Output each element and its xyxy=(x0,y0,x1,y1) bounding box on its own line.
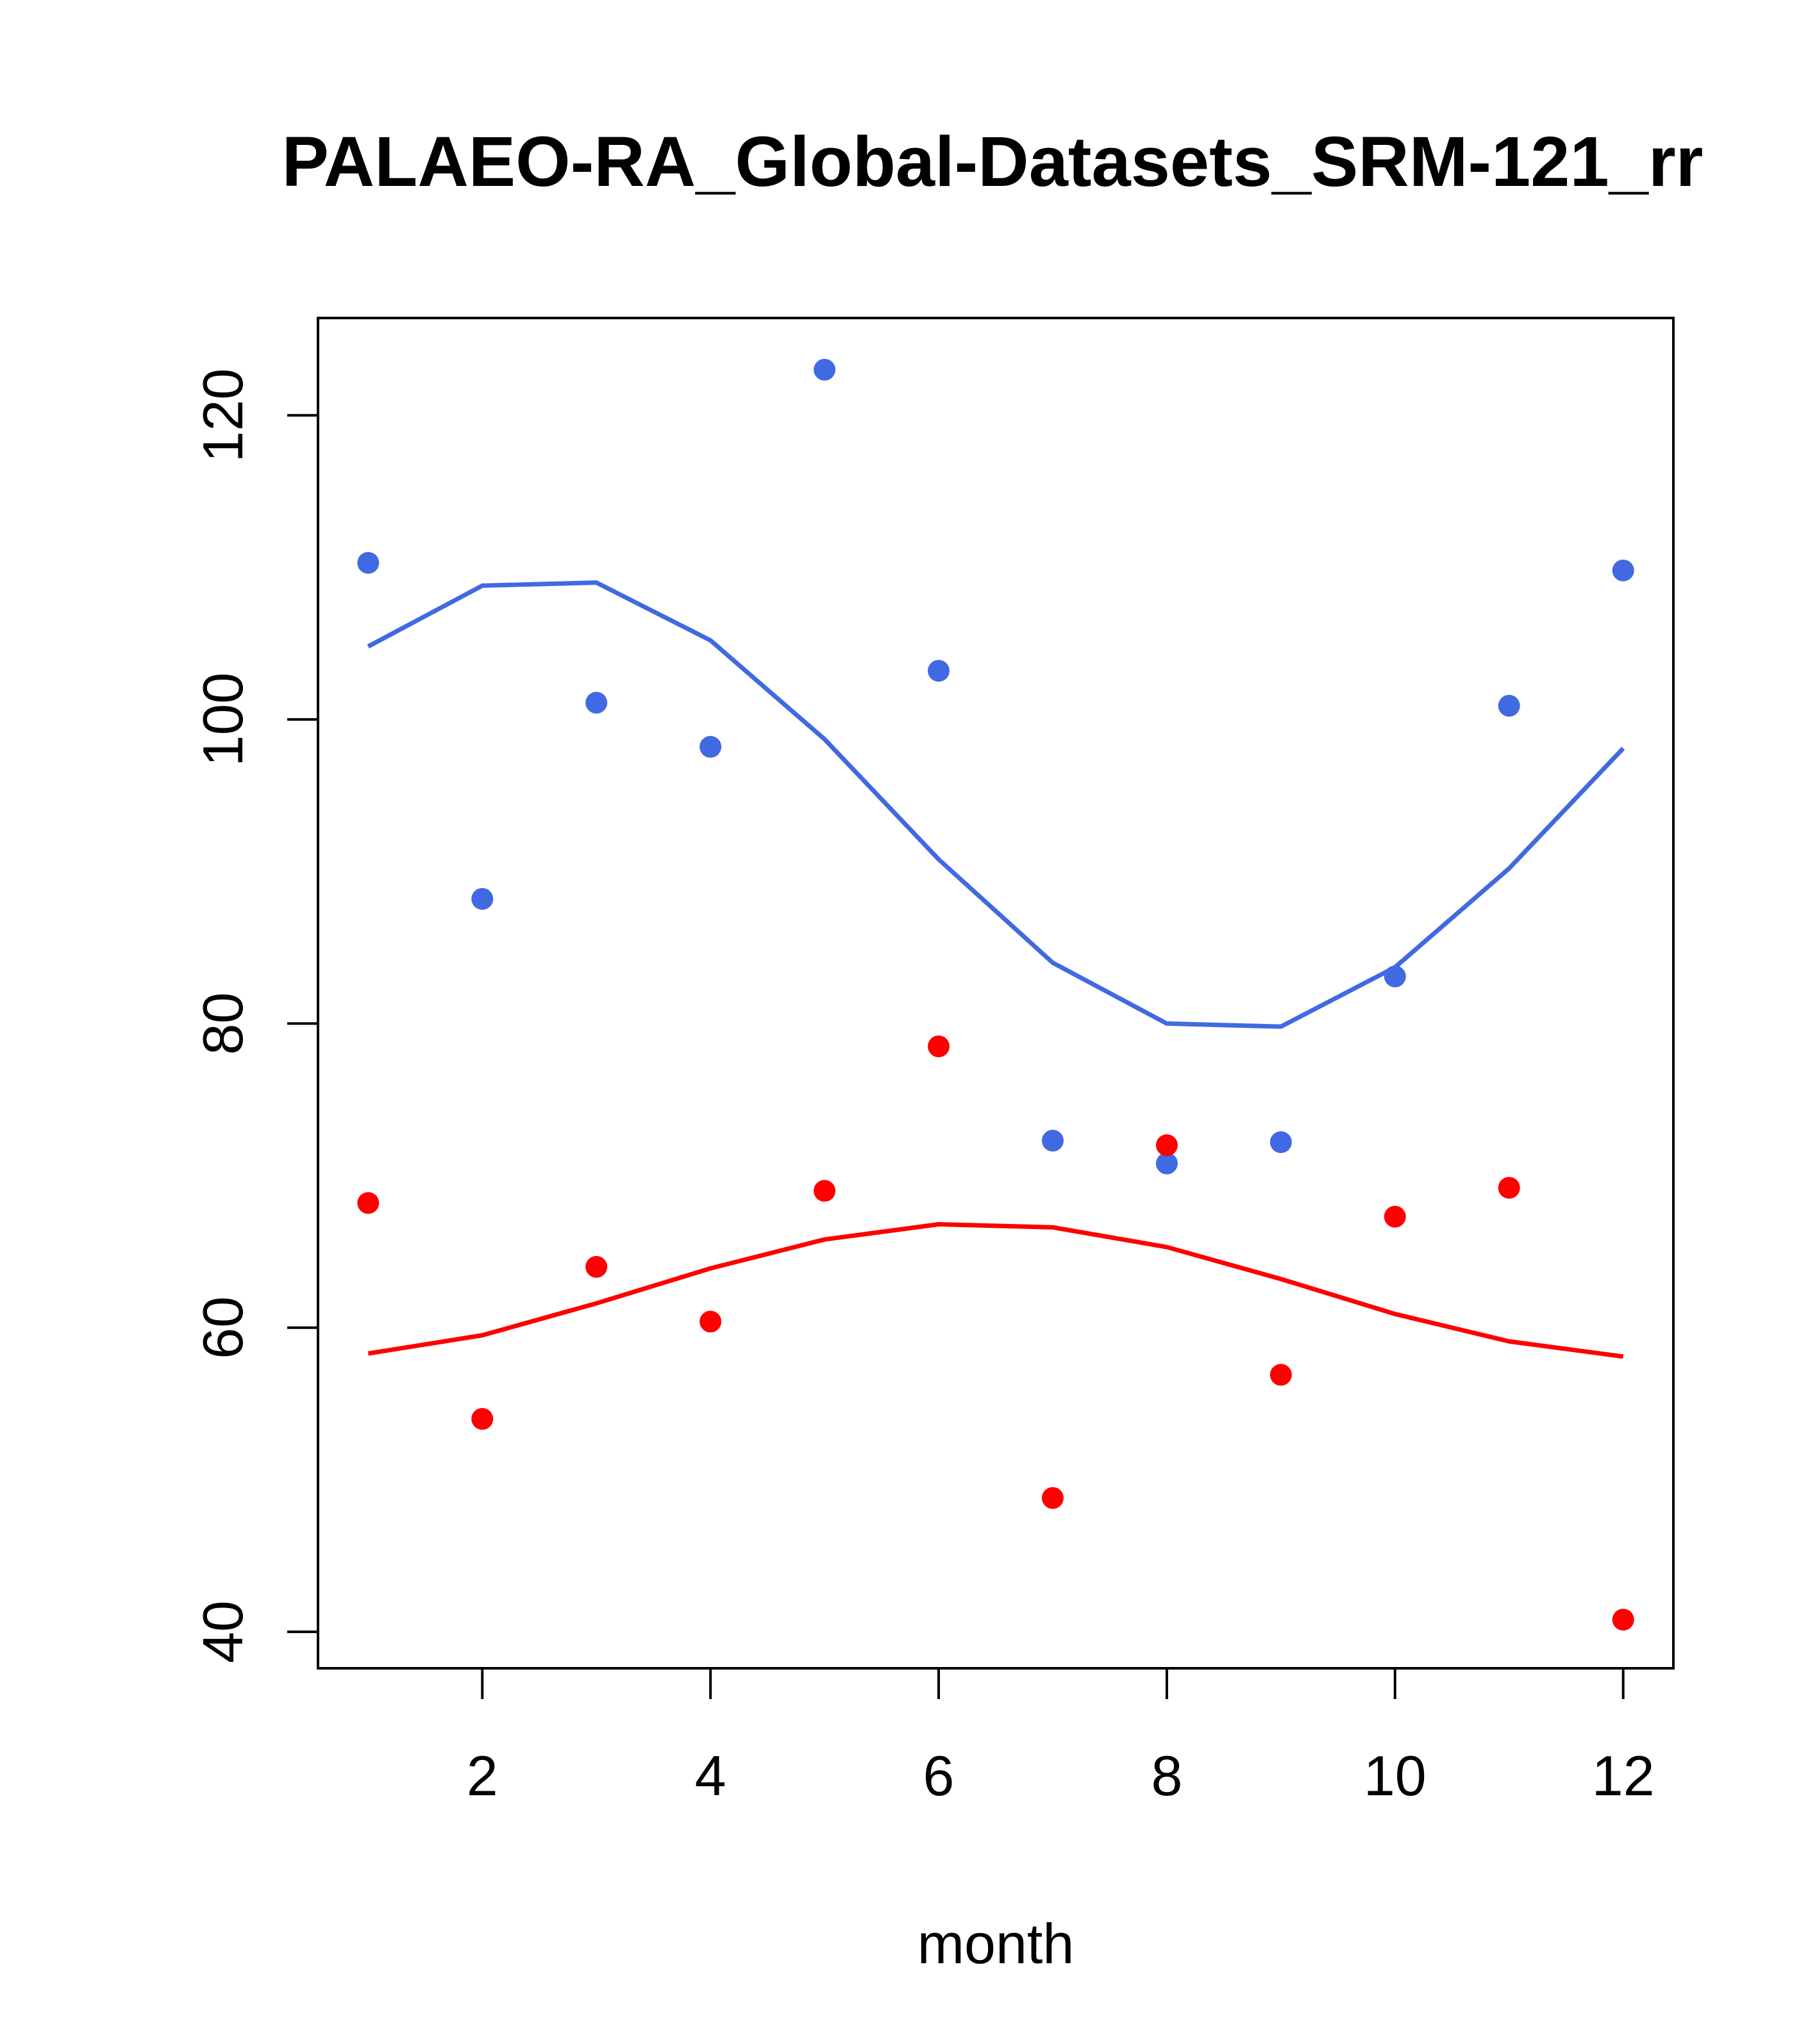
red-point xyxy=(699,1311,722,1333)
red-point xyxy=(585,1255,608,1278)
blue-point xyxy=(585,692,608,714)
x-tick-label: 12 xyxy=(1592,1744,1655,1807)
y-tick-label: 100 xyxy=(191,673,255,767)
blue-point xyxy=(1155,1152,1178,1175)
blue-point xyxy=(814,358,836,381)
x-tick-label: 8 xyxy=(1151,1744,1182,1807)
x-axis-label: month xyxy=(917,1912,1075,1975)
red-point xyxy=(1498,1177,1520,1199)
x-tick-label: 6 xyxy=(923,1744,955,1807)
chart-title: PALAEO-RA_Global-Datasets_SRM-121_rr xyxy=(282,122,1704,201)
red-point xyxy=(1612,1609,1634,1631)
red-point xyxy=(357,1192,380,1214)
red-point xyxy=(471,1408,494,1430)
red-point xyxy=(1269,1364,1292,1386)
red-point xyxy=(814,1180,836,1202)
red-point xyxy=(928,1035,950,1058)
y-tick-label: 60 xyxy=(191,1296,255,1359)
blue-point xyxy=(928,660,950,682)
red-point xyxy=(1384,1205,1406,1228)
y-tick-label: 120 xyxy=(191,368,255,462)
x-tick-label: 2 xyxy=(467,1744,498,1807)
plot-frame xyxy=(317,317,1675,1670)
plot-area xyxy=(357,358,1634,1631)
red-point xyxy=(1155,1134,1178,1157)
x-tick-label: 10 xyxy=(1364,1744,1427,1807)
blue-point xyxy=(471,887,494,910)
red-point xyxy=(1041,1487,1064,1509)
blue-point xyxy=(1269,1131,1292,1153)
blue-point xyxy=(357,551,380,574)
blue-point xyxy=(1498,694,1520,717)
y-tick-label: 80 xyxy=(191,992,255,1055)
y-tick-label: 40 xyxy=(191,1600,255,1663)
x-tick-label: 4 xyxy=(695,1744,726,1807)
blue-point xyxy=(699,735,722,758)
blue-point xyxy=(1612,559,1634,582)
red-smooth-line xyxy=(367,1221,1624,1359)
blue-point xyxy=(1384,965,1406,987)
blue-point xyxy=(1041,1130,1064,1152)
blue-smooth-line xyxy=(367,580,1625,1029)
